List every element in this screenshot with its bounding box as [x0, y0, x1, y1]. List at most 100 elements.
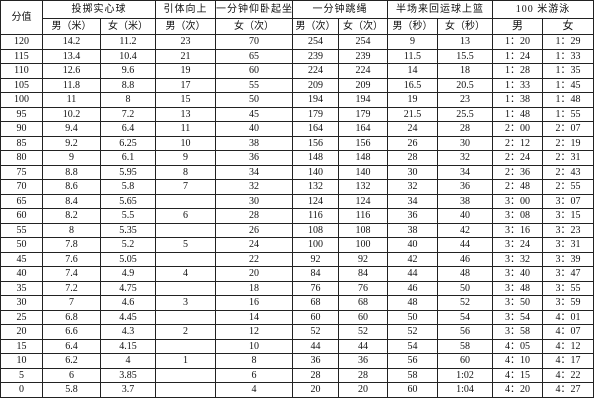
- cell-score: 45: [0, 251, 43, 267]
- cell-rope-male: 124: [292, 193, 339, 209]
- cell-rope-female: 44: [338, 338, 388, 354]
- cell-rope-male: 179: [292, 106, 339, 122]
- cell-court-male: 40: [387, 237, 438, 253]
- cell-throw-male: 8: [42, 222, 101, 238]
- cell-rope-male: 28: [292, 367, 339, 383]
- cell-court-female: 60: [437, 353, 493, 369]
- cell-score: 100: [0, 92, 43, 108]
- cell-pullup-male: 6: [155, 208, 216, 224]
- cell-swim-male: 4：15: [492, 367, 543, 383]
- cell-swim-female: 2：19: [542, 135, 594, 151]
- cell-rope-female: 68: [338, 295, 388, 311]
- cell-court-male: 56: [387, 353, 438, 369]
- cell-court-female: 13: [437, 34, 493, 50]
- cell-swim-female: 4：01: [542, 309, 594, 325]
- cell-court-female: 48: [437, 266, 493, 282]
- cell-swim-female: 4：17: [542, 353, 594, 369]
- cell-throw-female: 8: [100, 92, 156, 108]
- header-pullup-male: 男（次）: [155, 18, 216, 35]
- cell-swim-female: 3：47: [542, 266, 594, 282]
- cell-situp-female: 60: [215, 63, 293, 79]
- cell-court-female: 34: [437, 164, 493, 180]
- cell-court-female: 18: [437, 63, 493, 79]
- cell-score: 65: [0, 193, 43, 209]
- cell-swim-female: 2：55: [542, 179, 594, 195]
- cell-throw-male: 10.2: [42, 106, 101, 122]
- cell-court-male: 9: [387, 34, 438, 50]
- cell-throw-male: 13.4: [42, 48, 101, 64]
- cell-swim-female: 1：35: [542, 63, 594, 79]
- table-row: 5 6 3.85 6 28 28 58 1:02 4：15 4：22: [0, 367, 594, 383]
- cell-rope-male: 164: [292, 121, 339, 137]
- cell-pullup-male: 11: [155, 121, 216, 137]
- cell-rope-female: 124: [338, 193, 388, 209]
- cell-swim-female: 3：15: [542, 208, 594, 224]
- cell-pullup-male: 3: [155, 295, 216, 311]
- cell-situp-female: 8: [215, 353, 293, 369]
- cell-throw-male: 6: [42, 367, 101, 383]
- cell-swim-male: 2：48: [492, 179, 543, 195]
- cell-court-female: 54: [437, 309, 493, 325]
- cell-score: 20: [0, 324, 43, 340]
- cell-rope-male: 100: [292, 237, 339, 253]
- cell-swim-male: 1：20: [492, 34, 543, 50]
- cell-court-female: 44: [437, 237, 493, 253]
- header-throw-male: 男（米）: [42, 18, 101, 35]
- cell-court-female: 46: [437, 251, 493, 267]
- table-row: 105 11.8 8.8 17 55 209 209 16.5 20.5 1：33 1：45: [0, 77, 594, 93]
- cell-rope-female: 100: [338, 237, 388, 253]
- cell-swim-female: 1：33: [542, 48, 594, 64]
- cell-score: 80: [0, 150, 43, 166]
- header-swim-male: 男: [492, 18, 543, 35]
- cell-score: 90: [0, 121, 43, 137]
- cell-swim-female: 3：39: [542, 251, 594, 267]
- cell-swim-female: 1：29: [542, 34, 594, 50]
- cell-pullup-male: [155, 251, 216, 267]
- cell-swim-male: 3：08: [492, 208, 543, 224]
- cell-rope-female: 116: [338, 208, 388, 224]
- cell-swim-female: 1：45: [542, 77, 594, 93]
- cell-pullup-male: [155, 309, 216, 325]
- cell-pullup-male: 23: [155, 34, 216, 50]
- cell-swim-male: 3：24: [492, 237, 543, 253]
- cell-throw-female: 4.45: [100, 309, 156, 325]
- header-pullup: 引体向上: [155, 0, 216, 19]
- header-rope-male: 男（次）: [292, 18, 339, 35]
- cell-court-female: 42: [437, 222, 493, 238]
- cell-throw-female: 6.4: [100, 121, 156, 137]
- cell-swim-female: 1：55: [542, 106, 594, 122]
- cell-throw-female: 6.25: [100, 135, 156, 151]
- cell-score: 105: [0, 77, 43, 93]
- cell-score: 10: [0, 353, 43, 369]
- cell-court-female: 36: [437, 179, 493, 195]
- cell-swim-female: 2：31: [542, 150, 594, 166]
- cell-throw-male: 7.6: [42, 251, 101, 267]
- cell-court-male: 19: [387, 92, 438, 108]
- cell-pullup-male: 13: [155, 106, 216, 122]
- cell-swim-male: 3：00: [492, 193, 543, 209]
- cell-pullup-male: 7: [155, 179, 216, 195]
- cell-court-female: 38: [437, 193, 493, 209]
- cell-throw-female: 4.3: [100, 324, 156, 340]
- cell-throw-male: 7: [42, 295, 101, 311]
- cell-score: 60: [0, 208, 43, 224]
- cell-throw-male: 9.4: [42, 121, 101, 137]
- cell-rope-female: 148: [338, 150, 388, 166]
- cell-pullup-male: 10: [155, 135, 216, 151]
- cell-rope-female: 28: [338, 367, 388, 383]
- cell-score: 25: [0, 309, 43, 325]
- cell-throw-male: 12.6: [42, 63, 101, 79]
- table-row: 25 6.8 4.45 14 60 60 50 54 3：54 4：01: [0, 309, 594, 325]
- cell-situp-female: 10: [215, 338, 293, 354]
- cell-court-male: 60: [387, 382, 438, 398]
- cell-throw-female: 4.75: [100, 280, 156, 296]
- cell-rope-female: 209: [338, 77, 388, 93]
- cell-court-male: 58: [387, 367, 438, 383]
- cell-situp-female: 34: [215, 164, 293, 180]
- cell-score: 40: [0, 266, 43, 282]
- cell-throw-female: 6.1: [100, 150, 156, 166]
- cell-score: 5: [0, 367, 43, 383]
- cell-throw-male: 8.2: [42, 208, 101, 224]
- cell-throw-female: 5.5: [100, 208, 156, 224]
- cell-throw-female: 3.85: [100, 367, 156, 383]
